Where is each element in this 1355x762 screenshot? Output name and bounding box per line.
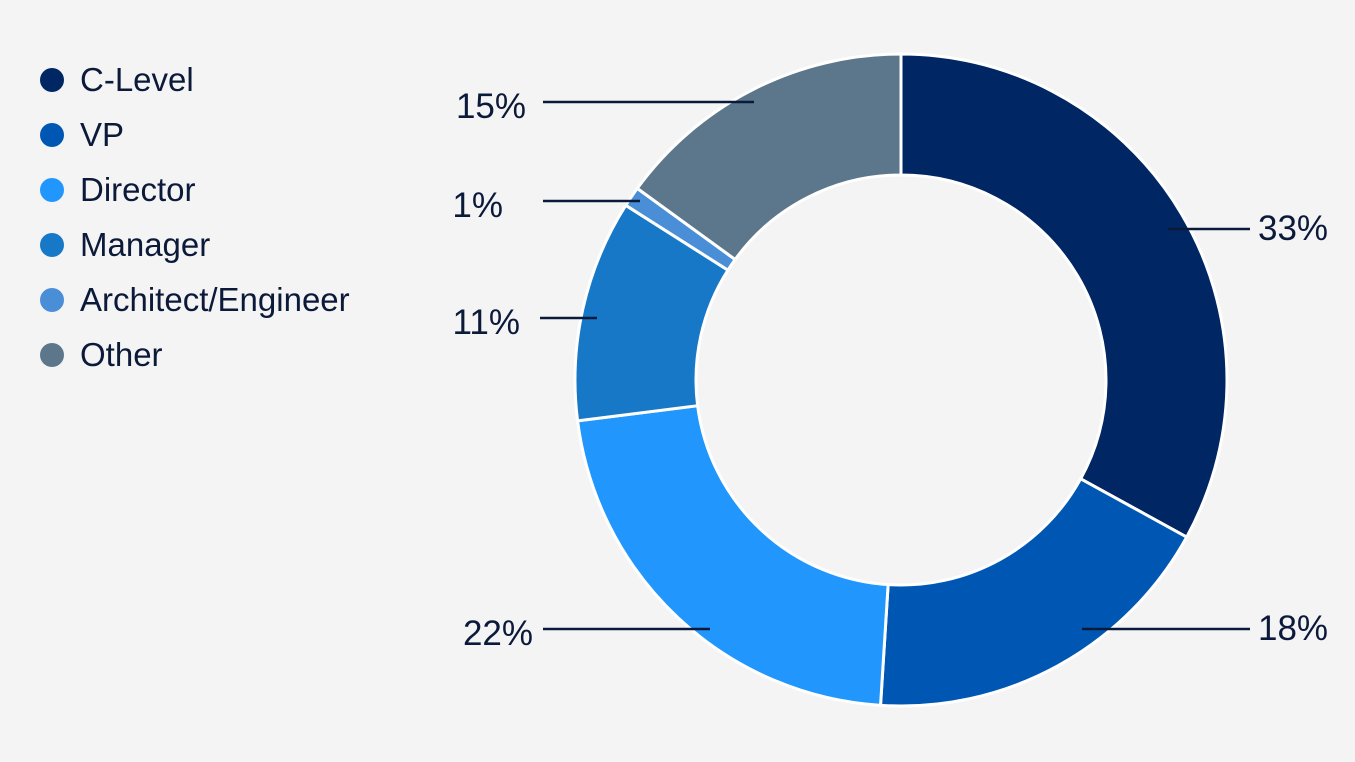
- legend-item-other: Other: [40, 327, 350, 382]
- slice-other: [635, 52, 903, 262]
- legend-swatch: [40, 177, 64, 202]
- legend-item-vp: VP: [40, 107, 350, 162]
- slice-vp: [878, 476, 1189, 708]
- legend-item-c-level: C-Level: [40, 52, 350, 107]
- legend-label: Architect/Engineer: [80, 280, 350, 318]
- legend-label: Other: [80, 335, 163, 373]
- slice-director: [575, 404, 890, 707]
- legend-label: VP: [80, 115, 125, 153]
- legend-swatch: [40, 287, 64, 312]
- data-label-vp: 18%: [1258, 609, 1328, 648]
- data-label-other: 15%: [456, 87, 526, 126]
- donut-slices: [573, 52, 1229, 708]
- chart-legend: C-Level VP Director Manager Architect/Engine…: [40, 52, 350, 382]
- data-label-director: 22%: [463, 614, 533, 653]
- legend-swatch: [40, 232, 64, 257]
- legend-swatch: [40, 342, 64, 367]
- legend-label: Manager: [80, 225, 211, 263]
- legend-item-manager: Manager: [40, 217, 350, 272]
- data-labels: 33% 18% 22% 11% 1% 15%: [452, 87, 1328, 653]
- legend-label: Director: [80, 170, 196, 208]
- leader-lines: [540, 100, 1250, 631]
- slice-c-level: [899, 52, 1229, 540]
- legend-item-architect-engineer: Architect/Engineer: [40, 272, 350, 327]
- legend-label: C-Level: [80, 60, 194, 98]
- data-label-c-level: 33%: [1258, 209, 1328, 248]
- data-label-manager: 11%: [453, 303, 520, 342]
- legend-item-director: Director: [40, 162, 350, 217]
- legend-swatch: [40, 67, 64, 92]
- data-label-architect-engineer: 1%: [452, 186, 503, 225]
- legend-swatch: [40, 122, 64, 147]
